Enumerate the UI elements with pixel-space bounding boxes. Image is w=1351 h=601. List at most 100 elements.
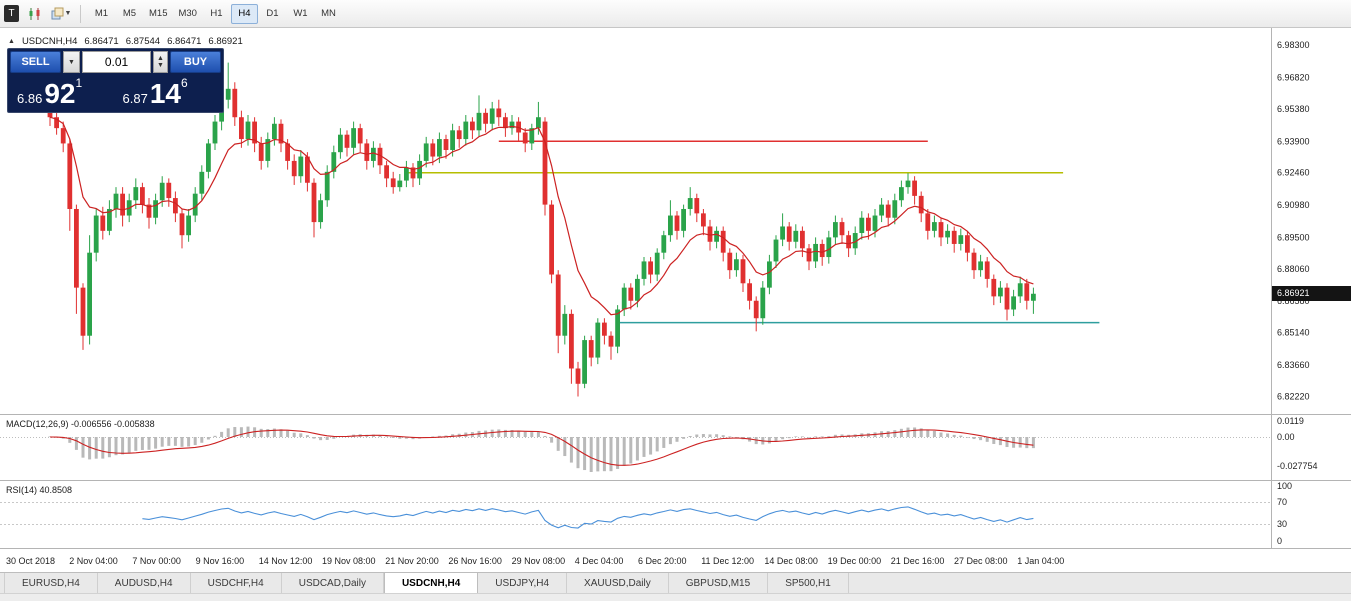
svg-text:19 Nov 08:00: 19 Nov 08:00 [322, 556, 376, 566]
svg-text:70: 70 [1277, 497, 1287, 507]
svg-text:6.96820: 6.96820 [1277, 72, 1310, 82]
price-chart-canvas: 6.98300 6.96820 6.95380 6.93900 6.92460 6.909… [0, 28, 1351, 566]
svg-text:6.89500: 6.89500 [1277, 232, 1310, 242]
svg-text:21 Nov 20:00: 21 Nov 20:00 [385, 556, 439, 566]
svg-text:100: 100 [1277, 481, 1292, 491]
svg-text:4 Dec 04:00: 4 Dec 04:00 [575, 556, 624, 566]
chart-tab-usdcad-daily[interactable]: USDCAD,Daily [282, 573, 384, 593]
timeframe-m5[interactable]: M5 [116, 4, 143, 24]
buy-button[interactable]: BUY [170, 51, 221, 73]
svg-text:6.95380: 6.95380 [1277, 104, 1310, 114]
svg-text:30 Oct 2018: 30 Oct 2018 [6, 556, 55, 566]
chart-symbol-label: USDCNH,H4 [21, 36, 78, 47]
layers-icon [51, 7, 64, 20]
macd-label: MACD(12,26,9) -0.006556 -0.005838 [6, 419, 155, 429]
svg-text:19 Dec 00:00: 19 Dec 00:00 [828, 556, 882, 566]
price-scale[interactable]: 6.98300 6.96820 6.95380 6.93900 6.92460 6.909… [1277, 40, 1310, 401]
svg-text:0.00: 0.00 [1277, 432, 1295, 442]
chart-tab-usdchf-h4[interactable]: USDCHF,H4 [191, 573, 282, 593]
svg-text:6.93900: 6.93900 [1277, 136, 1310, 146]
app-icon: T [4, 5, 19, 22]
svg-text:7 Nov 00:00: 7 Nov 00:00 [132, 556, 181, 566]
timeframe-m15[interactable]: M15 [144, 4, 172, 24]
rsi-label: RSI(14) 40.8508 [6, 485, 73, 495]
svg-text:14 Nov 12:00: 14 Nov 12:00 [259, 556, 313, 566]
timeframe-w1[interactable]: W1 [287, 4, 314, 24]
indicators-button[interactable]: ▼ [49, 3, 73, 25]
svg-text:6.83660: 6.83660 [1277, 360, 1310, 370]
chart-tab-usdcnh-h4[interactable]: USDCNH,H4 [383, 573, 479, 593]
trade-prices-row: 6.86 92 1 6.87 14 6 [10, 73, 221, 110]
timeframe-h4[interactable]: H4 [230, 3, 258, 24]
macd-scale[interactable]: 0.0119 0.00 -0.027754 [1277, 416, 1318, 471]
moving-average-line [49, 116, 1034, 316]
timeframe-h1[interactable]: H1 [203, 4, 230, 24]
sell-price-big-digits: 92 [44, 78, 76, 109]
chart-tab-usdjpy-h4[interactable]: USDJPY,H4 [478, 573, 568, 593]
time-scale[interactable]: 30 Oct 2018 2 Nov 04:00 7 Nov 00:00 9 Nov 1… [6, 556, 1064, 566]
toolbar-separator [80, 4, 81, 23]
chart-tab-eurusd-h4[interactable]: EURUSD,H4 [4, 573, 98, 593]
candlestick-series [47, 62, 1036, 397]
svg-text:0: 0 [1277, 536, 1282, 546]
buy-price-pip-digit: 6 [180, 76, 188, 90]
svg-text:2 Nov 04:00: 2 Nov 04:00 [69, 556, 118, 566]
svg-text:6.88060: 6.88060 [1277, 264, 1310, 274]
ohlc-close: 6.86921 [208, 36, 243, 47]
current-price-badge: 6.86921 [1272, 286, 1351, 301]
svg-text:6.98300: 6.98300 [1277, 40, 1310, 50]
buy-price[interactable]: 6.87 14 6 [116, 73, 222, 110]
buy-price-prefix: 6.87 [122, 91, 148, 106]
volume-stepper[interactable]: ▲ ▼ [153, 51, 168, 73]
svg-text:6.86580: 6.86580 [1277, 296, 1310, 306]
svg-text:29 Nov 08:00: 29 Nov 08:00 [512, 556, 566, 566]
timeframe-m30[interactable]: M30 [173, 4, 201, 24]
ohlc-low: 6.86471 [167, 36, 202, 47]
svg-text:0.0119: 0.0119 [1277, 416, 1304, 426]
chevron-down-icon: ▼ [157, 62, 164, 69]
svg-text:21 Dec 16:00: 21 Dec 16:00 [891, 556, 945, 566]
svg-text:6.92460: 6.92460 [1277, 168, 1310, 178]
svg-text:30: 30 [1277, 519, 1287, 529]
volume-dropdown[interactable]: ▼ [63, 51, 80, 73]
svg-text:1 Jan 04:00: 1 Jan 04:00 [1017, 556, 1064, 566]
chevron-down-icon: ▼ [68, 58, 75, 66]
sell-price-prefix: 6.86 [17, 91, 43, 106]
sell-price[interactable]: 6.86 92 1 [10, 73, 116, 110]
svg-text:11 Dec 12:00: 11 Dec 12:00 [701, 556, 754, 566]
collapse-trade-panel-icon[interactable]: ▲ [8, 38, 15, 45]
candlestick-chart-icon [29, 7, 40, 20]
svg-text:27 Dec 08:00: 27 Dec 08:00 [954, 556, 1008, 566]
ohlc-high: 6.87544 [125, 36, 161, 47]
ohlc-open: 6.86471 [84, 36, 119, 47]
timeframe-d1[interactable]: D1 [259, 4, 286, 24]
timeframe-m1[interactable]: M1 [88, 4, 115, 24]
rsi-line [142, 506, 1034, 529]
chart-tab-gbpusd-m15[interactable]: GBPUSD,M15 [669, 573, 769, 593]
chart-tab-audusd-h4[interactable]: AUDUSD,H4 [98, 573, 191, 593]
timeframe-group: M1 M5 M15 M30 H1 H4 D1 W1 MN [88, 3, 342, 24]
buy-price-big-digits: 14 [149, 78, 181, 109]
svg-text:6.82220: 6.82220 [1277, 391, 1310, 401]
svg-text:6.85140: 6.85140 [1277, 328, 1310, 338]
chart-tab-xauusd-daily[interactable]: XAUUSD,Daily [567, 573, 669, 593]
svg-text:26 Nov 16:00: 26 Nov 16:00 [448, 556, 502, 566]
sell-button[interactable]: SELL [10, 51, 61, 73]
svg-text:6 Dec 20:00: 6 Dec 20:00 [638, 556, 687, 566]
chart-tab-sp500-h1[interactable]: SP500,H1 [768, 573, 849, 593]
toolbar: T ▼ M1 M5 M15 M30 H1 H4 D1 W1 MN [0, 0, 1351, 28]
volume-input[interactable]: 0.01 [82, 51, 151, 73]
macd-signal-line [49, 429, 1034, 466]
timeframe-mn[interactable]: MN [315, 4, 342, 24]
svg-text:6.90980: 6.90980 [1277, 200, 1310, 210]
chart-type-button[interactable] [23, 3, 47, 25]
rsi-scale[interactable]: 100 70 30 0 [1277, 481, 1292, 546]
horizontal-line-objects[interactable] [406, 140, 1100, 324]
chart-region[interactable]: 6.98300 6.96820 6.95380 6.93900 6.92460 6.909… [0, 28, 1351, 572]
chevron-up-icon: ▲ [157, 55, 164, 62]
svg-text:9 Nov 16:00: 9 Nov 16:00 [196, 556, 245, 566]
one-click-trading-panel: SELL ▼ 0.01 ▲ ▼ BUY 6.86 92 1 6.87 14 6 [7, 48, 224, 113]
svg-text:-0.027754: -0.027754 [1277, 461, 1318, 471]
status-bar [0, 593, 1351, 601]
